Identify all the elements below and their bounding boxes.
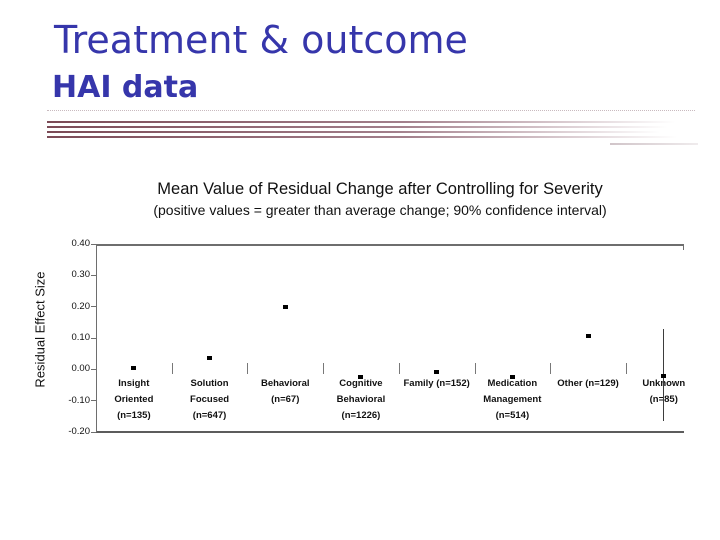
category-axis-tick: [247, 363, 249, 374]
separator-stripe: [47, 126, 687, 128]
category-label: Family (n=152): [392, 376, 482, 392]
separator-stripe: [47, 121, 695, 123]
category-label-line: (n=135): [117, 410, 151, 421]
data-point: [207, 356, 213, 361]
separator-stripe: [47, 131, 679, 133]
category-label-line: Oriented: [114, 394, 154, 405]
category-axis-tick: [171, 363, 173, 374]
category-label: Behavioral (n=67): [240, 376, 330, 408]
category-label-line: Cognitive: [339, 378, 383, 389]
plot-border-bottom: [96, 431, 684, 433]
category-axis-tick: [625, 363, 627, 374]
category-label-line: Insight: [118, 378, 150, 389]
category-label-line: Solution: [190, 378, 229, 389]
plot-corner-tick: [683, 244, 684, 250]
category-label-line: Family (n=152): [403, 378, 470, 389]
y-axis-tick: [91, 337, 96, 339]
data-point: [585, 334, 591, 339]
category-axis-tick: [474, 363, 476, 374]
category-label-line: (n=514): [495, 410, 530, 421]
separator-stripe: [47, 136, 697, 138]
category-label-line: (n=1226): [341, 410, 381, 421]
y-tick-label: 0.00: [71, 363, 91, 375]
y-axis-tick: [91, 243, 96, 245]
category-label-line: Medication: [487, 378, 538, 389]
category-label-line: (n=67): [271, 394, 300, 405]
data-point: [131, 365, 137, 370]
data-point: [509, 375, 515, 380]
y-tick-label: -0.10: [68, 394, 90, 406]
y-tick-label: 0.20: [71, 300, 91, 312]
separator-stripe-tail: [610, 143, 698, 145]
y-axis-tick: [91, 431, 96, 433]
category-label: Other (n=129): [543, 376, 633, 392]
data-point: [434, 370, 440, 375]
category-label: Cognitive Behavioral (n=1226): [316, 376, 406, 424]
chart-subtitle: (positive values = greater than average …: [153, 202, 607, 218]
data-point: [358, 375, 364, 380]
category-axis-tick: [323, 363, 325, 374]
category-label-line: Behavioral: [336, 394, 386, 405]
slide-title: Treatment & outcome: [54, 18, 468, 62]
category-label-line: Other (n=129): [557, 378, 619, 389]
y-tick-label: 0.10: [71, 332, 91, 343]
category-label: Medication Management (n=514): [467, 376, 557, 424]
category-axis-tick: [398, 363, 400, 374]
y-axis-tick: [91, 274, 96, 276]
plot-border-top: [96, 244, 684, 246]
y-tick-label: 0.40: [71, 238, 91, 249]
category-label-line: (n=647): [192, 410, 227, 421]
category-label: Insight Oriented (n=135): [89, 376, 179, 424]
y-tick-label: -0.20: [68, 426, 90, 437]
slide-subtitle: HAI data: [52, 70, 199, 105]
data-point: [282, 304, 288, 309]
y-tick-label: 0.30: [71, 269, 91, 281]
category-label-line: Management: [483, 394, 542, 405]
category-label-line: Focused: [190, 394, 230, 405]
category-label-line: Behavioral: [260, 378, 310, 389]
data-point: [661, 373, 667, 378]
y-axis-tick: [91, 368, 96, 370]
y-axis-line: [96, 244, 98, 432]
separator-dotted-line: [47, 110, 695, 111]
chart-title: Mean Value of Residual Change after Cont…: [157, 180, 603, 198]
y-axis-tick: [91, 400, 96, 402]
category-label: Solution Focused (n=647): [165, 376, 255, 424]
y-axis-tick: [91, 306, 96, 308]
category-axis-tick: [550, 363, 552, 374]
